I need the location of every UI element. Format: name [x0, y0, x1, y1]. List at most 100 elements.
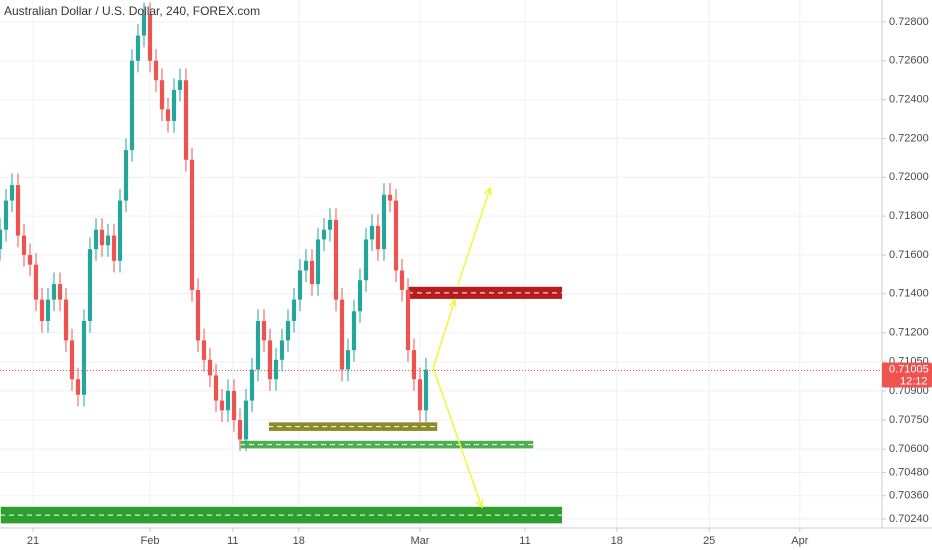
candle-body — [123, 150, 129, 201]
candle-body — [87, 249, 93, 321]
candle-body — [75, 379, 81, 395]
candle-body — [135, 35, 141, 61]
x-tick-label: 11 — [227, 535, 238, 547]
candle-body — [351, 311, 357, 351]
candle-body — [153, 60, 159, 81]
candle-body — [201, 340, 207, 360]
candle-body — [315, 239, 321, 285]
candle-body — [99, 229, 105, 246]
candle-body — [9, 185, 15, 201]
candle-body — [45, 299, 51, 321]
candle-body — [345, 350, 351, 370]
candle-body — [303, 260, 309, 271]
candle-body — [291, 299, 297, 321]
candle-body — [417, 379, 423, 411]
candle-body — [51, 284, 57, 300]
candle-body — [423, 369, 429, 411]
candle-body — [411, 350, 417, 380]
candle-body — [195, 289, 201, 341]
candle-body — [33, 264, 39, 300]
candle-body — [69, 340, 75, 380]
candle-body — [339, 299, 345, 370]
arrow-head — [448, 298, 457, 309]
y-tick-label: 0.71600 — [889, 249, 929, 261]
candle-body — [273, 359, 279, 380]
candle-body — [189, 159, 195, 290]
y-tick-label: 0.70480 — [889, 466, 929, 478]
arrow-head — [475, 498, 484, 509]
arrow — [432, 299, 456, 369]
candle-body — [141, 14, 147, 36]
candle-body — [297, 270, 303, 300]
candle-body — [213, 375, 219, 401]
candle-body — [237, 420, 243, 440]
candle-body — [81, 320, 87, 395]
zone — [407, 285, 564, 301]
y-tick-label: 0.70360 — [889, 490, 929, 502]
candle-body — [393, 200, 399, 271]
candle-body — [243, 400, 249, 440]
candle-body — [165, 109, 171, 121]
last-price-label: 0.71005 — [889, 363, 929, 375]
candles — [0, 2, 429, 452]
candle-body — [21, 235, 27, 255]
candle-body — [363, 239, 369, 281]
y-tick-label: 0.71800 — [889, 210, 929, 222]
candle-body — [93, 229, 99, 250]
candle-body — [387, 194, 393, 201]
candle-body — [279, 340, 285, 360]
y-tick-label: 0.70750 — [889, 414, 929, 426]
x-tick-label: 25 — [703, 535, 715, 547]
x-tick-label: 18 — [611, 535, 623, 547]
candle-body — [309, 260, 315, 285]
candle-body — [177, 80, 183, 90]
axes: 0.72800 0.72600 0.72400 0.72200 0.72000 0.718… — [0, 16, 932, 547]
x-tick-label: 18 — [293, 535, 305, 547]
y-tick-label: 0.70900 — [889, 385, 929, 397]
candle-body — [399, 270, 405, 290]
arrow — [432, 367, 483, 508]
candle-body — [117, 200, 123, 261]
candle-body — [285, 320, 291, 341]
y-tick-label: 0.72600 — [889, 55, 929, 67]
candle-body — [375, 225, 381, 250]
candle-body — [321, 229, 327, 240]
candle-body — [327, 220, 333, 230]
y-tick-label: 0.72200 — [889, 132, 929, 144]
y-tick-label: 0.71400 — [889, 288, 929, 300]
x-tick-label: 21 — [27, 535, 39, 547]
y-tick-label: 0.70240 — [889, 513, 929, 525]
candle-body — [219, 400, 225, 411]
candle-body — [207, 359, 213, 376]
x-tick-label: Feb — [141, 535, 160, 547]
candle-body — [183, 80, 189, 160]
candle-body — [15, 185, 21, 236]
candle-body — [147, 14, 153, 61]
candle-body — [225, 390, 231, 411]
candle-body — [63, 299, 69, 341]
candle-body — [333, 220, 339, 300]
candle-body — [0, 229, 3, 250]
last-price-box — [882, 362, 932, 388]
x-tick-label: Apr — [791, 535, 808, 547]
candle-body — [405, 289, 411, 351]
y-tick-label: 0.72000 — [889, 171, 929, 183]
candle-body — [111, 235, 117, 261]
candle-body — [159, 80, 165, 110]
y-tick-label: 0.72800 — [889, 16, 929, 28]
candle-body — [255, 320, 261, 370]
arrow — [457, 187, 491, 286]
x-tick-label: 11 — [519, 535, 530, 547]
candle-body — [261, 320, 267, 341]
candle-body — [105, 235, 111, 246]
candle-body — [231, 390, 237, 421]
candle-body — [369, 225, 375, 240]
arrows — [432, 186, 492, 509]
y-tick-label: 0.71200 — [889, 327, 929, 339]
candle-body — [249, 369, 255, 401]
y-tick-label: 0.72400 — [889, 94, 929, 106]
countdown-label: 12:12 — [900, 375, 928, 387]
chart-title: Australian Dollar / U.S. Dollar, 240, FO… — [4, 4, 260, 18]
